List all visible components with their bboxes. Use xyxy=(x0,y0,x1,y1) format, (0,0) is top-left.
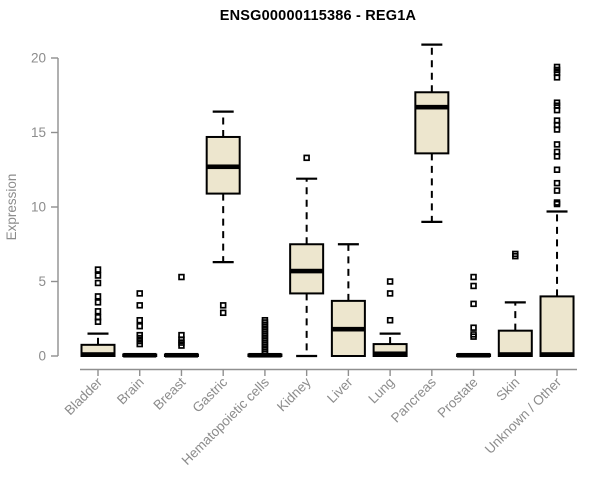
outlier-point xyxy=(136,290,143,297)
outlier-point xyxy=(553,117,561,124)
x-tick-label-breast: Breast xyxy=(150,374,188,412)
boxplot-skin xyxy=(497,250,533,358)
x-tick-label-skin: Skin xyxy=(493,375,522,404)
outlier-point xyxy=(94,314,102,321)
outlier-point xyxy=(470,300,477,308)
x-tick-label-prostate: Prostate xyxy=(435,375,481,421)
outlier-point xyxy=(553,63,561,71)
outlier-point xyxy=(219,302,227,309)
median-line xyxy=(415,104,449,110)
outlier-point xyxy=(136,322,143,330)
outlier-point xyxy=(553,187,561,194)
y-tick-label: 15 xyxy=(31,125,46,140)
outlier-point xyxy=(553,179,561,187)
median-line xyxy=(164,352,198,358)
outlier-point xyxy=(94,266,102,273)
y-axis: 0 5 10 15 20 Expression xyxy=(4,51,59,364)
median-line xyxy=(290,268,324,274)
median-line xyxy=(457,352,491,358)
outlier-point xyxy=(553,166,561,174)
outlier-point xyxy=(553,199,561,206)
median-line xyxy=(123,352,157,358)
outlier-point xyxy=(303,154,310,162)
outlier-point xyxy=(136,331,143,339)
outlier-point xyxy=(94,299,102,306)
boxplot-lung xyxy=(372,278,408,357)
boxplot-pancreas xyxy=(414,43,450,223)
x-tick-label-gastric: Gastric xyxy=(189,374,230,415)
boxplot-gastric xyxy=(205,110,241,317)
y-tick-label: 0 xyxy=(38,349,46,364)
x-tick-label-brain: Brain xyxy=(114,375,147,408)
outlier-point xyxy=(136,302,143,309)
outlier-point xyxy=(470,331,477,338)
outlier-point xyxy=(386,290,394,297)
x-tick-label-pancreas: Pancreas xyxy=(388,374,439,425)
median-line xyxy=(498,352,532,357)
boxplot-hematopoietic-cells xyxy=(247,316,283,358)
y-tick-label: 10 xyxy=(31,200,46,215)
outlier-point xyxy=(261,316,269,324)
outlier-point xyxy=(470,273,477,281)
x-tick-label-liver: Liver xyxy=(324,374,356,406)
x-tick-label-unknown-other: Unknown / Other xyxy=(482,374,565,457)
boxplot-bladder xyxy=(80,266,116,358)
x-tick-label-kidney: Kidney xyxy=(274,374,314,414)
outlier-point xyxy=(470,324,477,331)
x-tick-label-lung: Lung xyxy=(365,375,397,407)
x-tick-label-bladder: Bladder xyxy=(62,374,106,418)
iqr-box xyxy=(414,91,450,155)
boxplot-breast xyxy=(163,273,199,358)
median-line xyxy=(331,326,365,332)
outlier-point xyxy=(553,148,561,156)
outlier-point xyxy=(178,273,185,281)
outlier-point xyxy=(386,316,394,324)
outlier-point xyxy=(94,279,102,287)
boxplot-unknown-other xyxy=(539,63,575,357)
outlier-point xyxy=(512,250,519,258)
median-line xyxy=(206,164,240,170)
outlier-point xyxy=(386,278,394,285)
outlier-point xyxy=(94,308,102,315)
boxplot-prostate xyxy=(456,273,492,358)
boxplot-liver xyxy=(330,243,366,357)
boxplot-brain xyxy=(122,290,158,358)
iqr-box xyxy=(539,295,575,357)
y-axis-title: Expression xyxy=(4,174,19,241)
outlier-point xyxy=(553,141,561,148)
outlier-point xyxy=(136,316,143,324)
y-tick-label: 20 xyxy=(31,51,46,66)
outlier-point xyxy=(94,293,102,300)
median-line xyxy=(373,351,407,357)
outlier-point xyxy=(553,99,561,106)
median-line xyxy=(540,352,574,357)
chart-title: ENSG00000115386 - REG1A xyxy=(219,8,417,24)
median-line xyxy=(81,352,115,357)
outlier-point xyxy=(219,309,227,317)
outlier-point xyxy=(470,282,477,290)
boxplot-kidney xyxy=(289,154,325,358)
outlier-point xyxy=(94,272,102,279)
iqr-box xyxy=(497,329,533,358)
y-tick-label: 5 xyxy=(38,274,46,289)
median-line xyxy=(248,352,282,358)
outlier-point xyxy=(178,331,185,339)
